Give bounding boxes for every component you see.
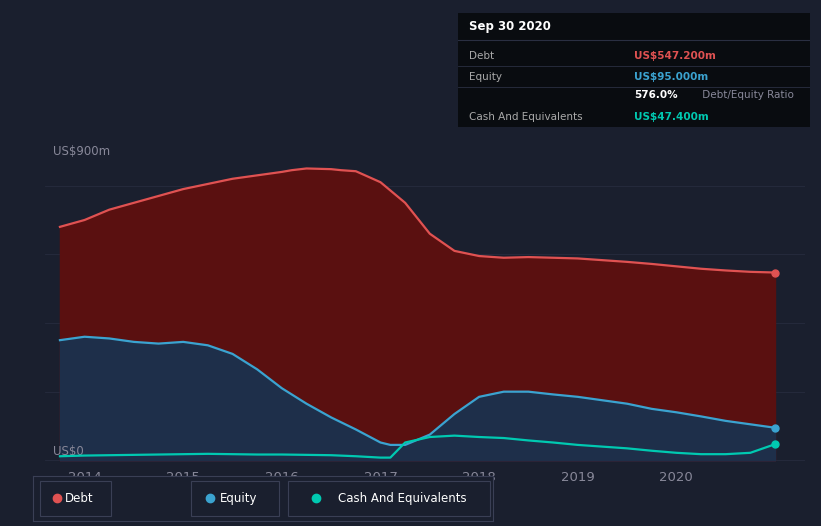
Text: Equity: Equity bbox=[469, 72, 502, 82]
Text: US$95.000m: US$95.000m bbox=[634, 72, 708, 82]
Text: US$547.200m: US$547.200m bbox=[634, 51, 716, 61]
Text: Debt: Debt bbox=[469, 51, 493, 61]
Text: Debt: Debt bbox=[65, 492, 94, 505]
Text: Equity: Equity bbox=[219, 492, 257, 505]
Text: 576.0%: 576.0% bbox=[634, 90, 677, 100]
Text: Debt/Equity Ratio: Debt/Equity Ratio bbox=[699, 90, 794, 100]
Text: US$47.400m: US$47.400m bbox=[634, 112, 709, 122]
Text: US$0: US$0 bbox=[53, 444, 84, 458]
Text: Cash And Equivalents: Cash And Equivalents bbox=[469, 112, 582, 122]
Text: Cash And Equivalents: Cash And Equivalents bbox=[338, 492, 466, 505]
Text: Sep 30 2020: Sep 30 2020 bbox=[469, 21, 551, 34]
Text: US$900m: US$900m bbox=[53, 145, 110, 158]
